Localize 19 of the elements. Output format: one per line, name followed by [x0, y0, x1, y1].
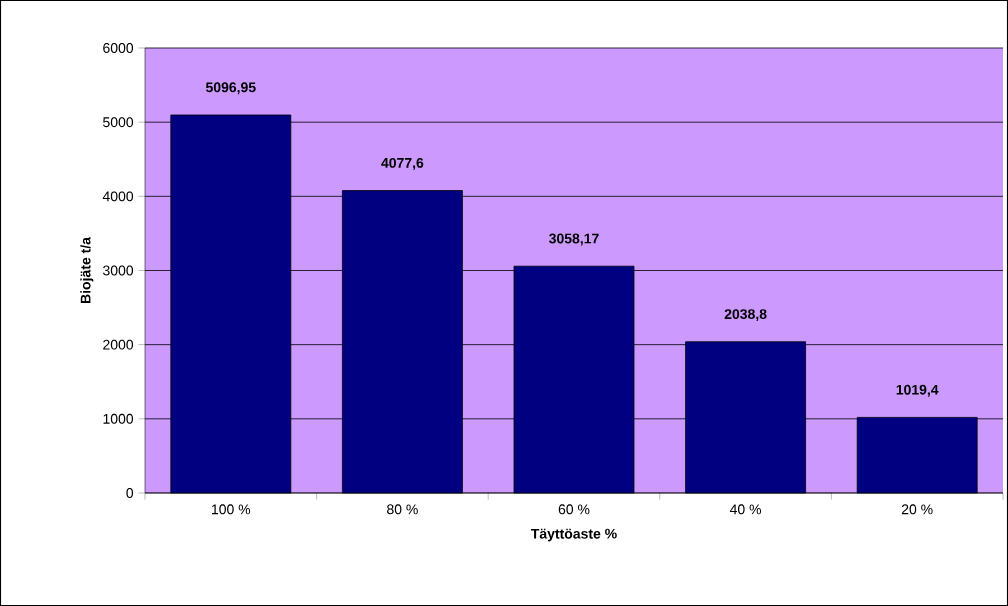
- y-tick-label: 4000: [102, 191, 134, 202]
- data-label: 2038,8: [724, 309, 767, 322]
- x-tick-label: 60 %: [558, 504, 590, 515]
- x-tick-label: 100 %: [212, 504, 251, 515]
- y-tick-label: 2000: [103, 339, 134, 350]
- y-tick-label: 5000: [103, 117, 134, 128]
- x-tick-label: 80 %: [387, 504, 418, 515]
- y-tick-label: 6000: [103, 43, 134, 53]
- data-label: 3058,17: [549, 233, 599, 246]
- y-tick-label: 0: [126, 488, 134, 498]
- data-label: 5096,95: [205, 82, 256, 95]
- y-axis-title: Biojäte t/a: [80, 236, 94, 303]
- data-label: 1019,4: [896, 384, 939, 397]
- y-tick-label: 3000: [103, 265, 134, 276]
- data-label: 4077,6: [381, 157, 424, 170]
- x-axis-title: Täyttöaste %: [530, 528, 617, 542]
- y-tick-label: 1000: [103, 413, 134, 424]
- x-tick-label: 40 %: [729, 504, 762, 515]
- x-tick-label: 20 %: [901, 504, 933, 515]
